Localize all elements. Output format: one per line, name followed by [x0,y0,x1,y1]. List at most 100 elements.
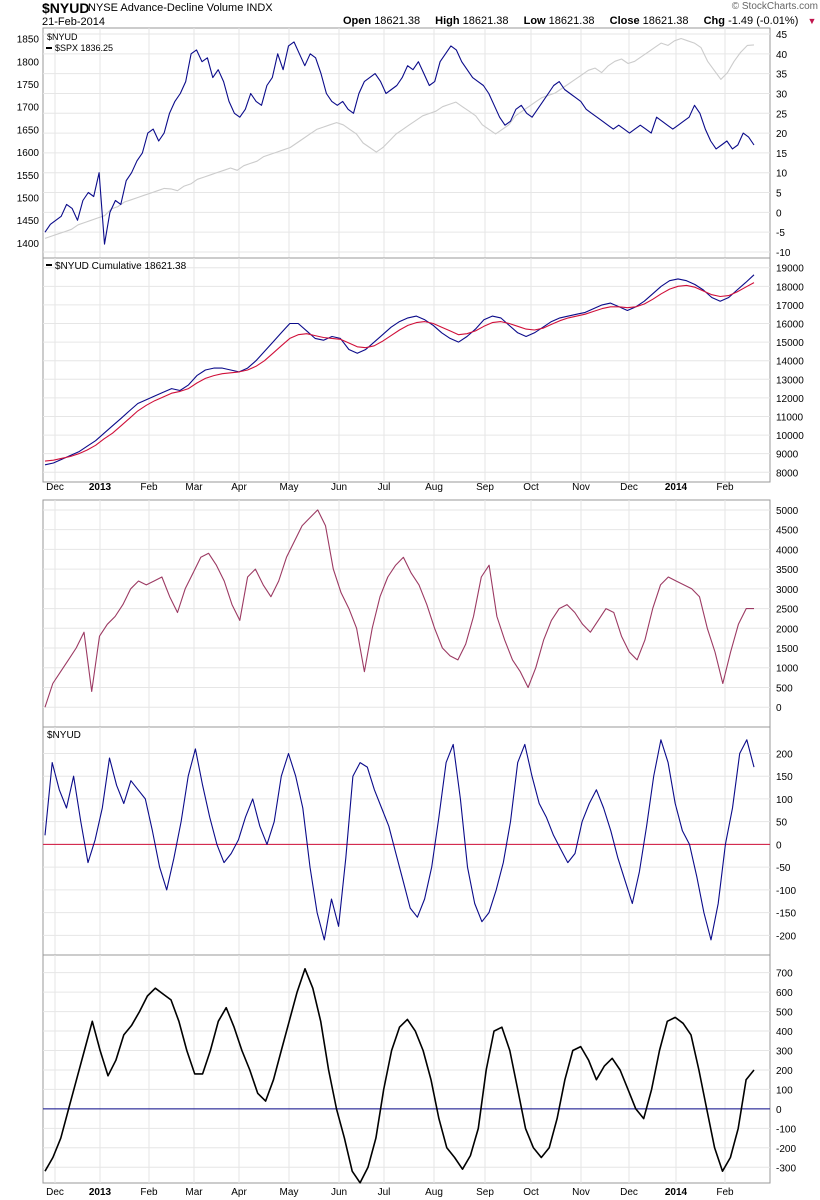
panel-5: -300 -200 -100 0 100 200 300 400 500 600 700 [42,954,796,1184]
x-tick-label: Jul [378,482,391,493]
panel-4: -200 -150 -100 -50 0 50 100 150 200 $NYUD [42,726,796,956]
y-tick-label: 600 [776,988,793,999]
series-line [44,739,755,941]
y-tick-label: 0 [776,1105,782,1116]
x-tick-label: Feb [140,1187,158,1198]
x-tick-label: Jul [378,1187,391,1198]
y-tick-label: 1000 [776,664,799,675]
y-tick-label-left: 1400 [17,239,40,250]
y-tick-label: 13000 [776,375,804,386]
x-tick-label: 2014 [665,482,688,493]
legend-swatch [46,264,52,266]
open-value: 18621.38 [374,15,421,27]
x-tick-label: Feb [716,482,734,493]
y-tick-label: 2500 [776,605,799,616]
index-name-label: NYSE Advance-Decline Volume INDX [88,2,273,14]
symbol-label: $NYUD [42,0,90,16]
y-tick-label: 3500 [776,565,799,576]
y-tick-label-left: 1650 [17,125,40,136]
legend-label: $SPX 1836.25 [55,43,113,53]
y-tick-label: 9000 [776,450,799,461]
x-tick-label: Nov [572,482,590,493]
y-tick-label: 3000 [776,585,799,596]
x-tick-label: Apr [231,482,247,493]
y-tick-label: 50 [776,818,788,829]
y-tick-label: 100 [776,795,793,806]
y-tick-label: 45 [776,30,788,41]
x-tick-label: Nov [572,1187,590,1198]
panel-frame [42,257,771,483]
panel-frame [42,726,771,956]
panel-frame [42,954,771,1184]
series-line [44,509,754,708]
x-tick-label: Feb [140,482,158,493]
y-tick-label: -10 [776,248,791,259]
panel-1: -10 -5 0 5 10 15 20 25 30 35 40 45 1400 1450 1500 1550 1… [17,27,791,259]
y-tick-label: 35 [776,70,788,81]
y-tick-label: -100 [776,1124,796,1135]
legend-label: $NYUD [47,32,78,42]
y-tick-label-left: 1700 [17,103,40,114]
x-tick-label: Oct [523,1187,539,1198]
y-tick-label: 15 [776,149,788,160]
y-tick-label: 8000 [776,468,799,479]
y-tick-label: 4500 [776,526,799,537]
chg-label: Chg [703,15,725,27]
y-tick-label: 150 [776,772,793,783]
y-tick-label: 700 [776,969,793,980]
high-label: High [435,15,460,27]
x-tick-label: Sep [476,1187,494,1198]
close-label: Close [609,15,640,27]
y-tick-label: -150 [776,909,796,920]
y-tick-label: 4000 [776,545,799,556]
x-axis-1: Dec 2013 Feb Mar Apr May Jun Jul Aug Sep Oct Nov Dec… [46,482,734,493]
x-tick-label: Oct [523,482,539,493]
y-tick-label: 500 [776,683,793,694]
y-tick-label-left: 1750 [17,80,40,91]
y-tick-label: -100 [776,886,796,897]
y-tick-label: 15000 [776,338,804,349]
y-tick-label: 25 [776,109,788,120]
y-tick-label: 10000 [776,431,804,442]
x-tick-label: Dec [620,1187,638,1198]
y-tick-label: 5 [776,189,782,200]
y-tick-label: 2000 [776,624,799,635]
y-tick-label: -200 [776,1144,796,1155]
x-tick-label: Aug [425,482,443,493]
y-tick-label: -5 [776,228,785,239]
y-tick-label: 5000 [776,506,799,517]
y-tick-label: 40 [776,50,788,61]
x-tick-label: Mar [185,1187,203,1198]
y-tick-label: 14000 [776,357,804,368]
x-tick-label: 2013 [89,482,112,493]
y-tick-label: 11000 [776,412,804,423]
x-tick-label: Dec [46,1187,64,1198]
x-tick-label: Aug [425,1187,443,1198]
y-tick-label: 200 [776,749,793,760]
x-tick-label: Dec [620,482,638,493]
y-tick-label: 18000 [776,282,804,293]
stockcharts-credit: © StockCharts.com [731,1,818,12]
y-tick-label: 500 [776,1008,793,1019]
y-tick-label: 16000 [776,320,804,331]
y-tick-label: 20 [776,129,788,140]
x-tick-label: 2014 [665,1187,688,1198]
high-value: 18621.38 [462,15,509,27]
x-tick-label: May [280,1187,299,1198]
x-tick-label: Feb [716,1187,734,1198]
y-tick-label: 17000 [776,301,804,312]
close-value: 18621.38 [642,15,689,27]
y-tick-label-left: 1550 [17,171,40,182]
y-tick-label: 30 [776,89,788,100]
y-tick-label-left: 1600 [17,148,40,159]
x-tick-label: Apr [231,1187,247,1198]
date-label: 21-Feb-2014 [42,16,105,28]
y-tick-label: -200 [776,931,796,942]
panel-title: $NYUD [47,730,81,741]
y-tick-label: 0 [776,208,782,219]
panel-frame [42,27,771,259]
y-tick-label: 100 [776,1085,793,1096]
open-label: Open [343,15,372,27]
y-tick-label: 1500 [776,644,799,655]
